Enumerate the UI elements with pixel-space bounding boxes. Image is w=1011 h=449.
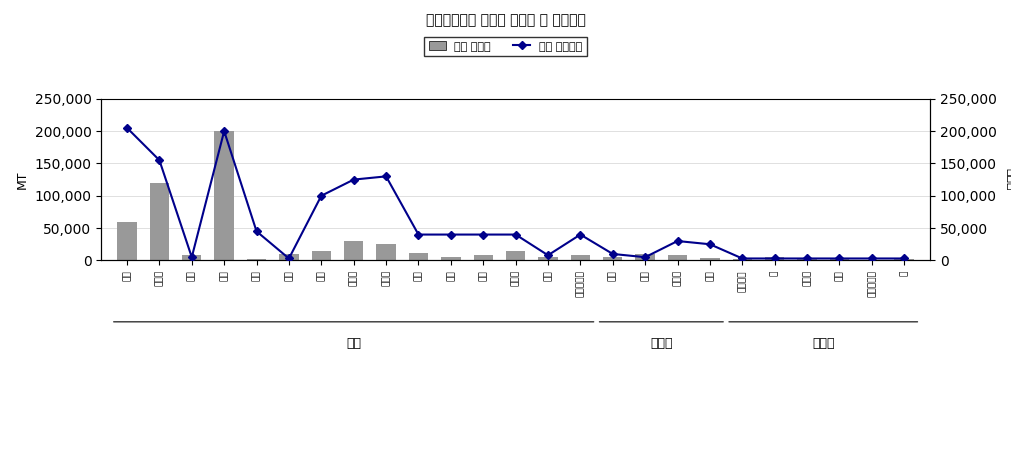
Bar (538, 257, 558, 260)
Text: 갑각류: 갑각류 (650, 337, 672, 350)
Y-axis label: 백만원: 백만원 (1005, 168, 1011, 191)
Bar (830, 259, 849, 260)
Bar (895, 259, 914, 260)
Bar (182, 255, 201, 260)
Bar (603, 257, 623, 260)
Bar (441, 256, 461, 260)
Bar (117, 222, 136, 260)
Bar (765, 256, 785, 260)
Bar (247, 259, 266, 260)
Text: 일반해면어업 품종별 생산량 및 생산금액: 일반해면어업 품종별 생산량 및 생산금액 (426, 13, 585, 27)
Bar (701, 259, 720, 260)
Bar (668, 255, 687, 260)
Bar (733, 259, 752, 260)
Bar (570, 255, 590, 260)
Text: 해조류: 해조류 (812, 337, 834, 350)
Legend: 누계 생산량, 누계 생산금액: 누계 생산량, 누계 생산금액 (425, 37, 586, 56)
Bar (214, 131, 234, 260)
Bar (279, 254, 298, 260)
Bar (311, 251, 331, 260)
Text: 어류: 어류 (346, 337, 361, 350)
Bar (376, 244, 395, 260)
Bar (473, 255, 493, 260)
Bar (408, 253, 429, 260)
Bar (150, 183, 169, 260)
Bar (798, 259, 817, 260)
Bar (506, 251, 526, 260)
Y-axis label: MT: MT (16, 170, 29, 189)
Bar (636, 254, 655, 260)
Bar (344, 241, 363, 260)
